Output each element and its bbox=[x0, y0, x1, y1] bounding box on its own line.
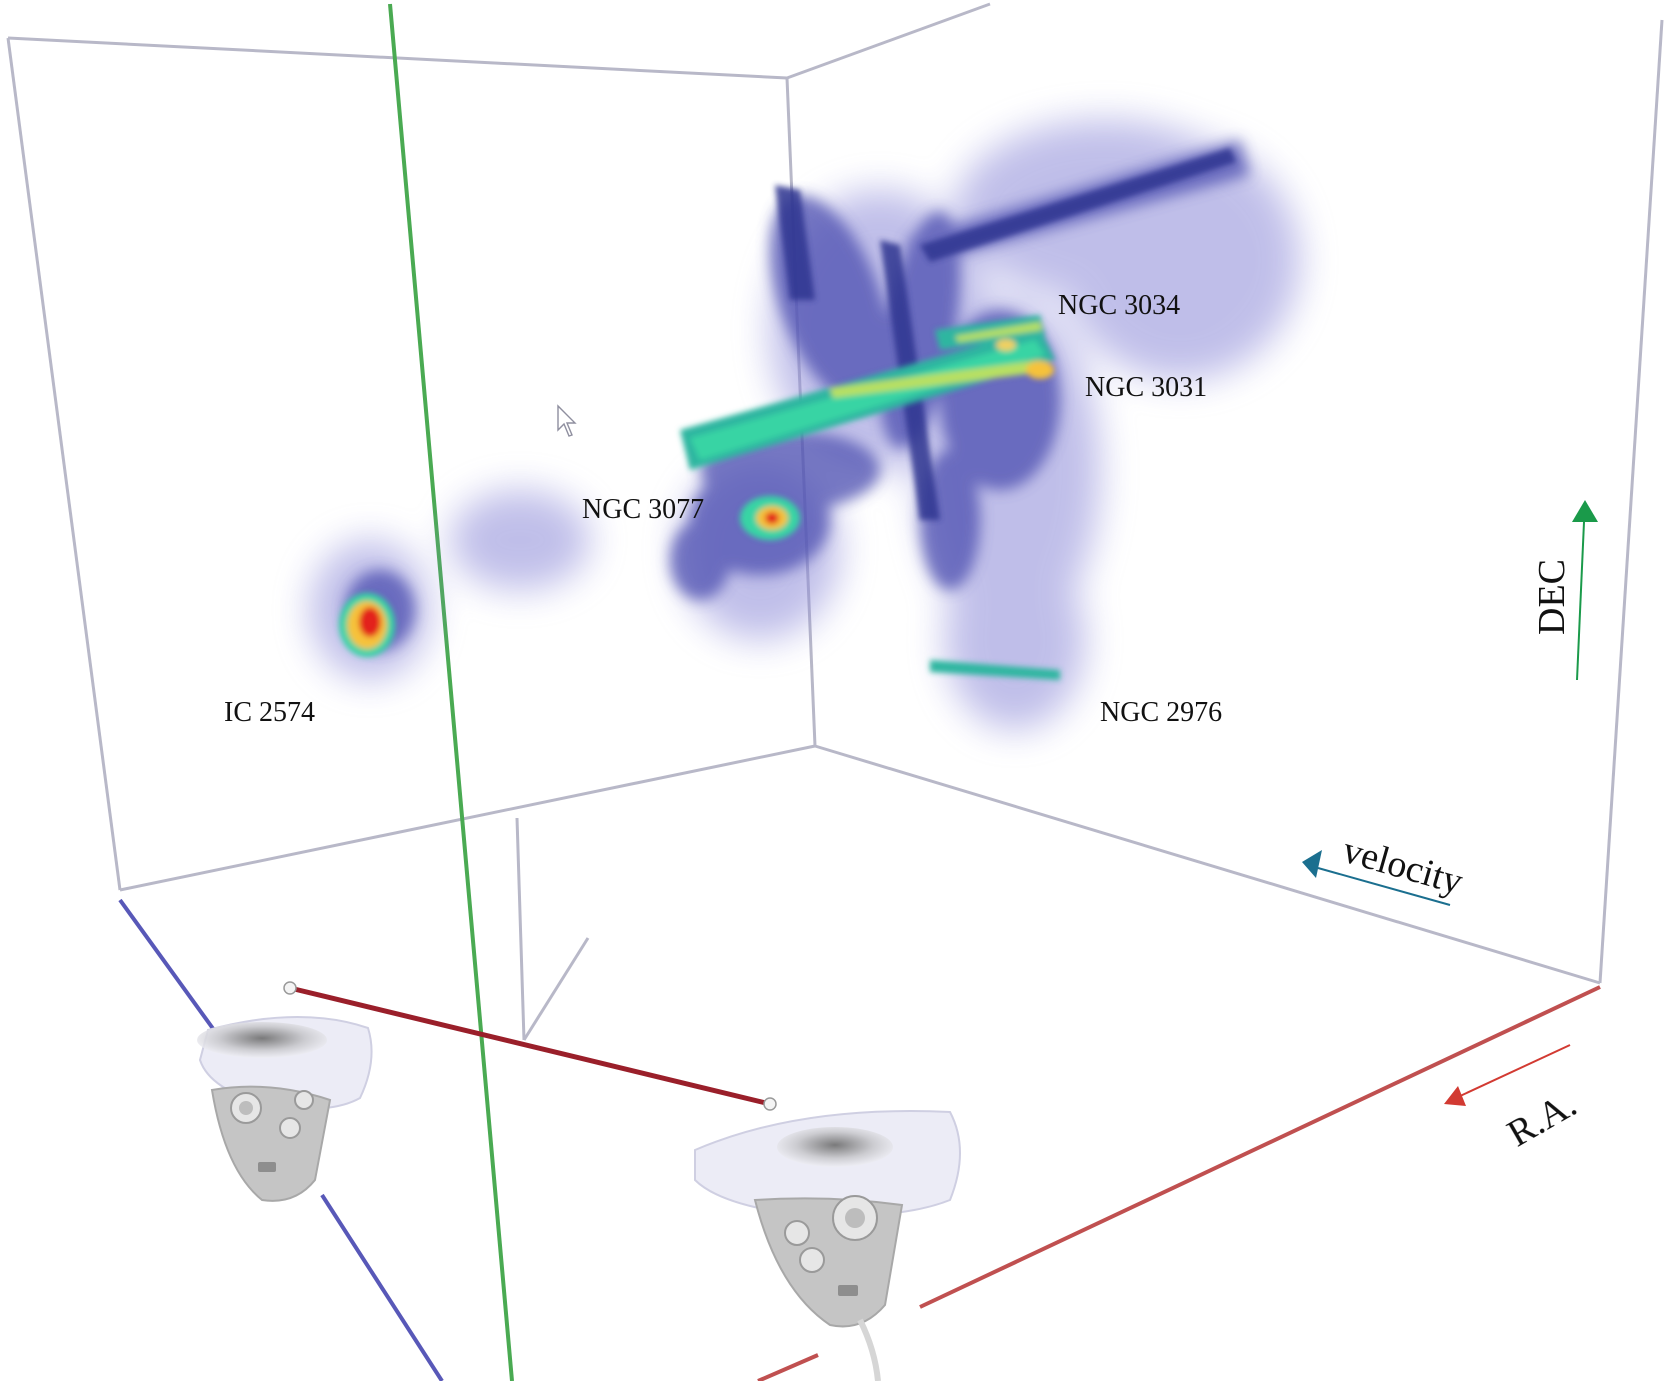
laser-endpoint-right bbox=[763, 1097, 777, 1111]
left-vr-controller-icon[interactable] bbox=[197, 1015, 373, 1202]
cube-edge bbox=[522, 937, 590, 1041]
mouse-cursor-icon bbox=[557, 404, 577, 437]
cube-edge bbox=[515, 817, 526, 1041]
ra-axis-arrow bbox=[1444, 1044, 1571, 1106]
cube-edge bbox=[119, 744, 816, 892]
axis-label-dec: DEC bbox=[1531, 559, 1573, 635]
galaxy-label-ngc2976: NGC 2976 bbox=[1100, 697, 1223, 728]
velocity-axis-arrow bbox=[1302, 850, 1451, 906]
red-axis-upper bbox=[919, 985, 1601, 1309]
cube-edge bbox=[814, 744, 1601, 985]
galaxy-label-ic2574: IC 2574 bbox=[224, 697, 315, 728]
galaxy-label-ngc3034: NGC 3034 bbox=[1058, 290, 1181, 321]
dec-axis-arrow bbox=[1572, 500, 1598, 681]
green-vertical-axis bbox=[388, 3, 514, 1381]
hi-emission-render bbox=[310, 120, 1300, 730]
laser-pointer-beam bbox=[289, 985, 771, 1107]
right-vr-controller-icon[interactable] bbox=[694, 1110, 961, 1381]
cube-edge bbox=[786, 2, 991, 80]
cube-edge bbox=[1598, 19, 1664, 984]
blue-axis-lower bbox=[320, 1193, 444, 1381]
cube-edge bbox=[7, 36, 788, 80]
red-axis-lower bbox=[757, 1353, 819, 1381]
cube-edge bbox=[6, 37, 122, 891]
galaxy-label-ngc3031: NGC 3031 bbox=[1085, 372, 1208, 403]
blue-axis-upper bbox=[118, 898, 216, 1032]
laser-endpoint-left bbox=[283, 981, 297, 995]
galaxy-label-ngc3077: NGC 3077 bbox=[582, 494, 705, 525]
